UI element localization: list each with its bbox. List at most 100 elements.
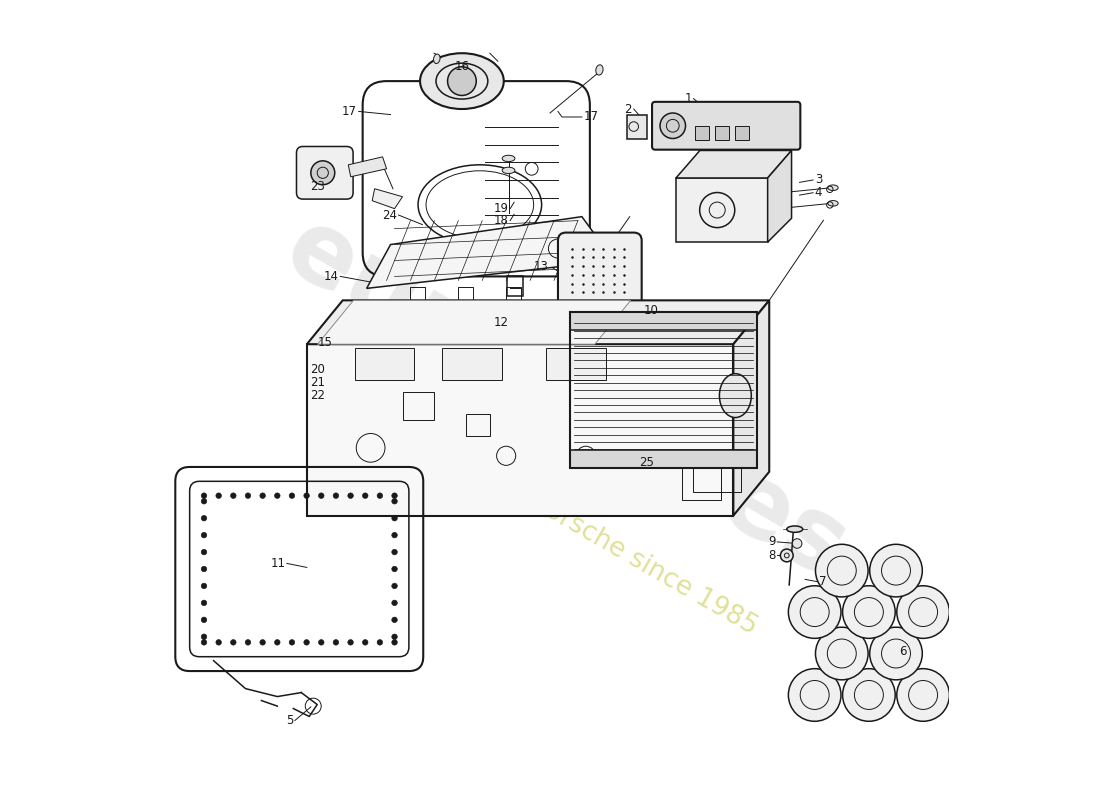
Circle shape <box>201 493 207 498</box>
Circle shape <box>362 639 369 645</box>
FancyBboxPatch shape <box>297 146 353 199</box>
Ellipse shape <box>828 201 838 206</box>
Bar <box>410 286 425 304</box>
Bar <box>570 450 757 468</box>
Text: eurospares: eurospares <box>268 200 864 600</box>
Circle shape <box>201 566 207 572</box>
Circle shape <box>815 627 868 680</box>
Text: 22: 22 <box>310 389 326 402</box>
Circle shape <box>201 515 207 521</box>
Text: 17: 17 <box>583 110 598 123</box>
Circle shape <box>392 493 397 498</box>
Bar <box>570 312 757 330</box>
Circle shape <box>392 583 397 589</box>
Bar <box>466 414 491 436</box>
Text: 12: 12 <box>494 316 508 329</box>
Circle shape <box>392 634 397 639</box>
Circle shape <box>348 493 353 498</box>
Circle shape <box>231 493 236 498</box>
Bar <box>570 312 757 468</box>
Ellipse shape <box>828 185 838 190</box>
Text: 5: 5 <box>286 714 294 727</box>
Text: 8: 8 <box>768 549 776 562</box>
Circle shape <box>311 161 334 185</box>
Circle shape <box>319 639 324 645</box>
Bar <box>403 392 434 420</box>
Polygon shape <box>307 300 769 344</box>
Circle shape <box>896 586 949 638</box>
Ellipse shape <box>786 526 803 532</box>
Bar <box>627 114 647 138</box>
Bar <box>682 460 722 500</box>
Bar <box>695 126 710 140</box>
Circle shape <box>377 493 383 498</box>
Ellipse shape <box>420 54 504 109</box>
Circle shape <box>392 617 397 622</box>
Circle shape <box>245 493 251 498</box>
Text: 14: 14 <box>323 270 339 283</box>
Circle shape <box>348 639 353 645</box>
Circle shape <box>201 532 207 538</box>
Circle shape <box>260 639 265 645</box>
Text: 10: 10 <box>645 304 659 318</box>
Circle shape <box>304 493 309 498</box>
Circle shape <box>870 627 922 680</box>
Polygon shape <box>318 300 630 344</box>
Polygon shape <box>349 157 386 177</box>
Text: 2: 2 <box>625 102 632 115</box>
Text: 4: 4 <box>815 186 822 199</box>
Circle shape <box>333 639 339 645</box>
Circle shape <box>392 639 397 645</box>
Circle shape <box>377 639 383 645</box>
Circle shape <box>789 669 842 722</box>
Text: 9: 9 <box>768 535 776 549</box>
Ellipse shape <box>719 374 751 418</box>
Circle shape <box>333 493 339 498</box>
Bar <box>609 286 624 304</box>
Text: 20: 20 <box>310 363 326 376</box>
FancyBboxPatch shape <box>558 233 641 334</box>
Ellipse shape <box>503 155 515 162</box>
Text: 16: 16 <box>454 60 470 73</box>
Circle shape <box>216 639 221 645</box>
Circle shape <box>201 583 207 589</box>
Circle shape <box>231 639 236 645</box>
Bar <box>507 277 524 296</box>
Circle shape <box>201 634 207 639</box>
Polygon shape <box>372 189 403 209</box>
Polygon shape <box>768 150 792 242</box>
Circle shape <box>260 493 265 498</box>
Text: 24: 24 <box>382 209 397 222</box>
Circle shape <box>896 669 949 722</box>
Circle shape <box>201 639 207 645</box>
Circle shape <box>362 493 369 498</box>
Circle shape <box>392 566 397 572</box>
Polygon shape <box>734 300 769 515</box>
Text: 13: 13 <box>534 259 549 273</box>
Circle shape <box>392 515 397 521</box>
Circle shape <box>304 639 309 645</box>
Text: 1: 1 <box>684 92 692 105</box>
Circle shape <box>392 600 397 606</box>
Bar <box>693 456 741 492</box>
Polygon shape <box>676 150 792 178</box>
Text: 21: 21 <box>310 376 326 389</box>
Circle shape <box>289 639 295 645</box>
Bar <box>573 342 627 357</box>
Circle shape <box>201 600 207 606</box>
Polygon shape <box>366 217 614 288</box>
FancyBboxPatch shape <box>652 102 801 150</box>
Bar <box>459 286 473 304</box>
Bar <box>506 286 520 304</box>
Circle shape <box>843 586 895 638</box>
Circle shape <box>201 550 207 555</box>
Circle shape <box>275 493 280 498</box>
Circle shape <box>789 586 842 638</box>
Text: 18: 18 <box>494 214 508 227</box>
Text: a passion for porsche since 1985: a passion for porsche since 1985 <box>371 399 761 640</box>
Bar <box>715 126 729 140</box>
Text: 17: 17 <box>342 105 358 118</box>
Polygon shape <box>676 178 768 242</box>
Ellipse shape <box>433 54 440 63</box>
Circle shape <box>275 639 280 645</box>
